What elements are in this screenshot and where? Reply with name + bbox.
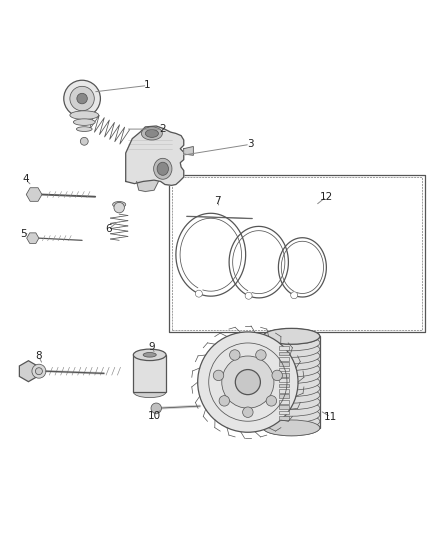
Text: 11: 11 xyxy=(323,412,336,422)
Ellipse shape xyxy=(262,400,319,416)
Bar xyxy=(278,357,289,361)
Ellipse shape xyxy=(262,407,319,423)
Bar xyxy=(169,175,424,332)
Ellipse shape xyxy=(73,119,95,125)
Ellipse shape xyxy=(262,381,319,397)
Ellipse shape xyxy=(262,328,319,344)
Circle shape xyxy=(290,292,297,298)
Ellipse shape xyxy=(262,328,319,344)
Circle shape xyxy=(272,370,282,381)
Circle shape xyxy=(80,138,88,145)
Ellipse shape xyxy=(157,162,168,175)
Bar xyxy=(278,368,289,372)
Text: 8: 8 xyxy=(35,351,42,361)
Circle shape xyxy=(77,93,87,104)
Ellipse shape xyxy=(113,201,125,208)
Text: 2: 2 xyxy=(159,124,166,134)
Text: 1: 1 xyxy=(144,80,151,91)
Circle shape xyxy=(32,364,46,378)
Ellipse shape xyxy=(143,352,156,357)
Bar xyxy=(262,336,319,428)
Circle shape xyxy=(213,370,223,381)
Bar xyxy=(278,394,289,398)
Ellipse shape xyxy=(262,374,319,390)
Bar xyxy=(278,346,289,350)
Ellipse shape xyxy=(141,127,162,140)
Bar xyxy=(278,362,289,366)
Text: 12: 12 xyxy=(319,192,332,201)
Ellipse shape xyxy=(262,335,319,351)
Bar xyxy=(278,352,289,356)
Circle shape xyxy=(265,395,276,406)
Circle shape xyxy=(197,332,297,432)
Ellipse shape xyxy=(262,387,319,403)
Circle shape xyxy=(255,350,265,360)
Text: 7: 7 xyxy=(213,196,220,206)
Bar xyxy=(278,416,289,419)
Circle shape xyxy=(195,290,202,297)
Bar xyxy=(278,400,289,403)
Ellipse shape xyxy=(262,420,319,436)
Ellipse shape xyxy=(262,361,319,377)
Ellipse shape xyxy=(262,368,319,384)
Ellipse shape xyxy=(262,354,319,370)
Ellipse shape xyxy=(262,394,319,410)
Circle shape xyxy=(229,350,240,360)
Ellipse shape xyxy=(262,342,319,357)
Bar xyxy=(278,389,289,393)
Circle shape xyxy=(242,407,253,417)
Ellipse shape xyxy=(262,414,319,429)
Bar xyxy=(171,177,421,330)
Circle shape xyxy=(35,368,42,375)
Bar xyxy=(278,373,289,377)
Text: 4: 4 xyxy=(22,174,28,184)
Circle shape xyxy=(235,369,260,394)
Text: 3: 3 xyxy=(246,139,253,149)
Ellipse shape xyxy=(133,349,166,360)
Circle shape xyxy=(70,86,94,111)
Ellipse shape xyxy=(76,127,92,132)
Ellipse shape xyxy=(70,111,99,119)
Ellipse shape xyxy=(153,158,172,179)
Circle shape xyxy=(114,203,124,213)
Bar xyxy=(278,405,289,409)
Circle shape xyxy=(221,356,273,408)
Text: 10: 10 xyxy=(147,411,160,421)
Circle shape xyxy=(244,292,251,299)
Bar xyxy=(133,355,166,392)
Circle shape xyxy=(219,395,229,406)
Bar xyxy=(278,384,289,387)
Bar xyxy=(278,410,289,414)
Circle shape xyxy=(64,80,100,117)
Polygon shape xyxy=(125,126,184,185)
Ellipse shape xyxy=(262,420,319,436)
Text: 9: 9 xyxy=(148,342,155,352)
Circle shape xyxy=(151,403,161,414)
Ellipse shape xyxy=(133,386,166,398)
Polygon shape xyxy=(184,147,193,155)
Text: 6: 6 xyxy=(105,224,111,235)
Polygon shape xyxy=(136,181,158,191)
Ellipse shape xyxy=(145,130,158,138)
Bar xyxy=(278,378,289,382)
Ellipse shape xyxy=(262,348,319,364)
Text: 5: 5 xyxy=(20,229,26,239)
